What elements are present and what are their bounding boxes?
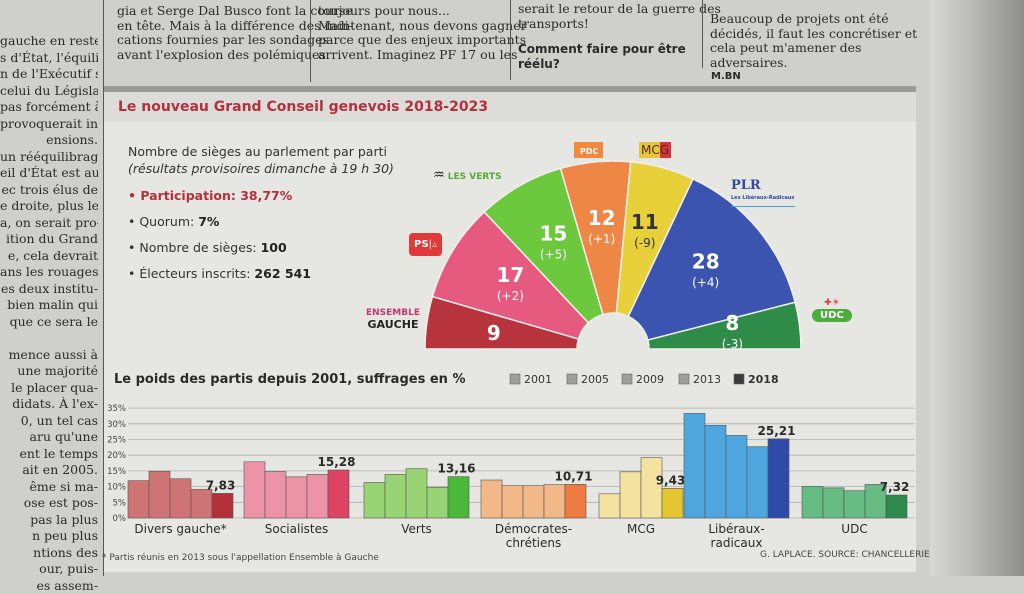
seat-change-label: (+5) [540, 247, 567, 261]
group-label: Divers gauche* [134, 522, 226, 536]
legend-swatch [622, 374, 632, 384]
bar-2005 [385, 474, 406, 518]
bar-value-label: 9,43 [656, 473, 686, 487]
bar-2018 [565, 484, 586, 518]
seat-count-label: 15 [539, 221, 567, 245]
bar-2013 [307, 474, 328, 518]
y-tick-label: 15% [107, 467, 126, 477]
legend-label: 2005 [581, 373, 609, 386]
bar-2009 [170, 479, 191, 518]
bar-value-label: 25,21 [758, 424, 796, 438]
seat-change-label: (-9) [634, 236, 655, 250]
les-verts-logo: ♒ LES VERTS [433, 168, 502, 183]
bar-2009 [523, 486, 544, 518]
seat-change-label: (-3) [722, 337, 743, 351]
legend-label: 2009 [636, 373, 664, 386]
group-label: Démocrates- [495, 522, 572, 536]
bar-2009 [726, 435, 747, 518]
seat-count-label: 12 [588, 206, 616, 230]
y-tick-label: 25% [107, 436, 126, 446]
logo-text: GAUCHE [366, 319, 420, 330]
group-label: UDC [841, 522, 867, 536]
seat-change-label: (+2) [497, 289, 524, 303]
logo-text: PS [414, 239, 429, 250]
y-tick-label: 30% [107, 420, 126, 430]
bar-value-label: 13,16 [438, 462, 476, 476]
bar-2018 [662, 488, 683, 518]
group-label: Socialistes [265, 522, 329, 536]
y-tick-label: 5% [113, 498, 127, 508]
legend-label: 2018 [748, 373, 779, 386]
bar-2018 [448, 477, 469, 518]
bar-value-label: 7,32 [880, 480, 910, 494]
bar-2001 [128, 481, 149, 518]
y-tick-label: 20% [107, 451, 126, 461]
bar-2018 [886, 495, 907, 518]
pdc-logo: PDC [574, 142, 603, 158]
legend-swatch [734, 374, 744, 384]
seat-change-label: (+4) [692, 275, 719, 289]
seat-count-label: 11 [631, 210, 659, 234]
group-label: Libéraux- [708, 522, 764, 536]
bar-value-label: 7,83 [206, 478, 236, 492]
text-line: es assem- [0, 578, 98, 594]
group-label: MCG [627, 522, 655, 536]
logo-text: MCG [641, 143, 669, 157]
bar-2009 [844, 491, 865, 518]
legend-swatch [510, 374, 520, 384]
bar-2001 [802, 486, 823, 518]
legend-swatch [679, 374, 689, 384]
y-tick-label: 0% [113, 514, 127, 524]
bar-2001 [364, 483, 385, 518]
page-edge [930, 0, 1024, 576]
logo-text: LES VERTS [448, 172, 502, 182]
logo-text: Les Libéraux-Radicaux [731, 192, 795, 207]
bar-2013 [191, 489, 212, 518]
bar-2018 [212, 493, 233, 518]
bar-2005 [502, 486, 523, 518]
mcg-logo: MCG [639, 142, 671, 158]
bar-2009 [620, 472, 641, 518]
bar-value-label: 10,71 [555, 469, 593, 483]
group-label: radicaux [711, 536, 763, 550]
legend-swatch [567, 374, 577, 384]
seat-count-label: 9 [487, 321, 501, 345]
bar-value-label: 15,28 [318, 455, 356, 469]
logo-text: PLR [731, 180, 795, 192]
bar-2005 [149, 471, 170, 518]
footnote: * Partis réunis en 2013 sous l'appellati… [102, 553, 379, 563]
bar-2013 [641, 458, 662, 518]
logo-text: UDC [812, 309, 852, 322]
bar-2001 [481, 480, 502, 518]
bar-2018 [328, 470, 349, 518]
seat-change-label: (+1) [588, 232, 615, 246]
seat-count-label: 28 [692, 249, 720, 273]
bar-2009 [286, 477, 307, 518]
charts-canvas: 9 17 (+2) 15 (+5) 12 (+1) 11 (-9) 28 (+4) 8 (-3) 0% 5%… [0, 0, 1024, 576]
bar-2013 [427, 487, 448, 518]
udc-logo: ✚☀UDC [812, 298, 852, 322]
group-label: chrétiens [506, 536, 562, 550]
bar-2001 [684, 413, 705, 518]
legend-label: 2001 [524, 373, 552, 386]
bar-2018 [768, 439, 789, 518]
bar-2005 [599, 494, 620, 518]
ps-logo: PS|▵ [409, 233, 442, 256]
seat-count-label: 17 [496, 263, 524, 287]
bar-2005 [705, 425, 726, 518]
seat-count-label: 8 [725, 311, 739, 335]
bar-2005 [823, 488, 844, 518]
bar-2005 [265, 472, 286, 518]
bar-2001 [244, 462, 265, 518]
bar-2013 [544, 485, 565, 518]
group-label: Verts [401, 522, 432, 536]
logo-text: PDC [580, 147, 598, 156]
legend-label: 2013 [693, 373, 721, 386]
bar-2013 [747, 447, 768, 518]
y-tick-label: 35% [107, 404, 126, 414]
y-tick-label: 10% [107, 483, 126, 493]
bar-2009 [406, 469, 427, 518]
